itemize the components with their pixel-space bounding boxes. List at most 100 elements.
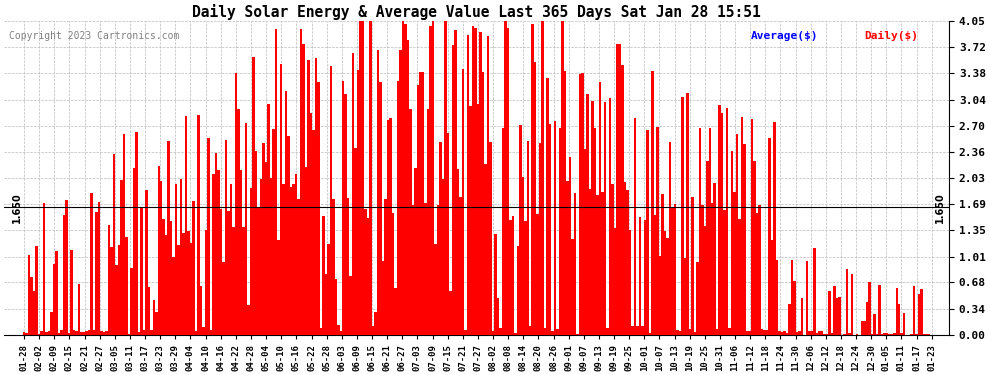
Bar [766, 330, 768, 335]
Bar [639, 217, 642, 335]
Bar [880, 334, 883, 335]
Bar [449, 291, 451, 335]
Bar [928, 334, 931, 335]
Bar [180, 179, 182, 335]
Bar [345, 94, 346, 335]
Bar [616, 44, 619, 335]
Bar [918, 294, 921, 335]
Bar [195, 331, 197, 335]
Bar [277, 240, 279, 335]
Bar [377, 50, 379, 335]
Bar [446, 133, 449, 335]
Bar [469, 106, 471, 335]
Bar [115, 266, 118, 335]
Bar [606, 328, 609, 335]
Bar [28, 255, 31, 335]
Bar [834, 286, 836, 335]
Bar [542, 21, 544, 335]
Bar [325, 273, 327, 335]
Bar [594, 128, 596, 335]
Bar [110, 247, 113, 335]
Bar [527, 141, 529, 335]
Bar [404, 24, 407, 335]
Bar [437, 205, 440, 335]
Bar [118, 245, 120, 335]
Bar [67, 333, 70, 335]
Bar [215, 153, 218, 335]
Bar [26, 333, 28, 335]
Bar [322, 216, 325, 335]
Bar [671, 207, 673, 335]
Bar [921, 289, 923, 335]
Bar [778, 331, 781, 335]
Bar [38, 334, 41, 335]
Bar [269, 178, 272, 335]
Bar [397, 81, 399, 335]
Bar [135, 132, 138, 335]
Bar [627, 190, 629, 335]
Bar [646, 130, 648, 335]
Bar [903, 313, 906, 335]
Bar [474, 28, 476, 335]
Bar [57, 333, 60, 335]
Text: Copyright 2023 Cartronics.com: Copyright 2023 Cartronics.com [9, 31, 179, 41]
Bar [218, 170, 220, 335]
Bar [739, 219, 741, 335]
Bar [185, 116, 187, 335]
Bar [661, 194, 663, 335]
Bar [821, 331, 824, 335]
Bar [811, 332, 813, 335]
Bar [464, 330, 466, 335]
Bar [422, 72, 425, 335]
Bar [601, 192, 604, 335]
Bar [352, 53, 354, 335]
Bar [706, 161, 709, 335]
Bar [48, 331, 50, 335]
Bar [808, 331, 811, 335]
Bar [743, 144, 745, 335]
Bar [888, 334, 891, 335]
Bar [230, 184, 233, 335]
Bar [182, 232, 185, 335]
Bar [499, 328, 502, 335]
Bar [346, 198, 349, 335]
Bar [831, 333, 834, 335]
Bar [716, 328, 719, 335]
Bar [427, 109, 430, 335]
Bar [875, 334, 878, 335]
Bar [696, 262, 699, 335]
Bar [776, 261, 778, 335]
Bar [748, 331, 750, 335]
Bar [307, 60, 310, 335]
Bar [898, 304, 901, 335]
Bar [384, 199, 387, 335]
Bar [913, 286, 916, 335]
Bar [228, 211, 230, 335]
Bar [609, 98, 611, 335]
Bar [824, 333, 826, 335]
Bar [454, 30, 456, 335]
Bar [729, 328, 731, 335]
Bar [845, 269, 848, 335]
Bar [165, 235, 167, 335]
Bar [245, 123, 248, 335]
Bar [357, 70, 359, 335]
Bar [379, 82, 382, 335]
Bar [257, 207, 259, 335]
Bar [302, 44, 305, 335]
Bar [31, 278, 33, 335]
Bar [62, 215, 65, 335]
Bar [243, 227, 245, 335]
Bar [719, 105, 721, 335]
Bar [559, 129, 561, 335]
Bar [818, 332, 821, 335]
Bar [801, 298, 803, 335]
Bar [235, 73, 238, 335]
Bar [868, 282, 870, 335]
Bar [55, 252, 57, 335]
Bar [83, 333, 85, 335]
Bar [440, 142, 442, 335]
Bar [399, 50, 402, 335]
Bar [349, 276, 352, 335]
Bar [442, 179, 445, 335]
